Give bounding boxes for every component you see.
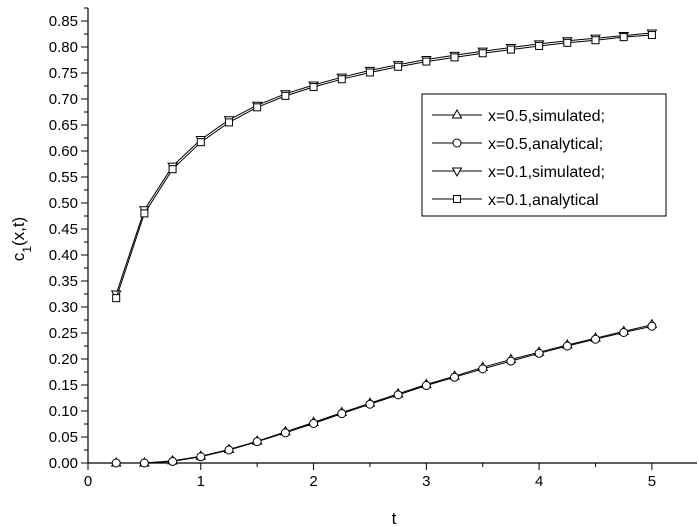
- data-point: [111, 458, 121, 468]
- data-point: [309, 83, 318, 92]
- data-point: [647, 31, 656, 40]
- y-tick-label: 0.05: [49, 429, 78, 446]
- data-point: [394, 62, 403, 71]
- legend-label: x=0.1,simulated;: [488, 164, 605, 181]
- legend: x=0.5,simulated; x=0.5,analytical; x=0.1,s…: [421, 93, 667, 217]
- legend-label: x=0.1,analytical: [488, 192, 599, 209]
- y-tick-label: 0.70: [49, 91, 78, 108]
- series-line: [116, 325, 653, 464]
- data-point: [224, 118, 233, 127]
- x-tick-label: 1: [197, 473, 205, 490]
- data-point: [112, 294, 121, 303]
- data-point: [168, 165, 177, 174]
- data-point: [450, 53, 459, 62]
- y-tick-label: 0.65: [49, 117, 78, 134]
- data-point: [196, 452, 206, 462]
- y-tick-label: 0.55: [49, 169, 78, 186]
- data-point: [478, 364, 488, 374]
- y-tick-label: 0.20: [49, 351, 78, 368]
- data-point: [562, 341, 572, 351]
- data-point: [309, 418, 319, 428]
- data-point: [563, 38, 572, 47]
- legend-marker: [451, 108, 463, 119]
- data-point: [591, 334, 600, 344]
- data-point: [619, 33, 628, 42]
- data-point: [253, 103, 262, 112]
- x-tick-label: 5: [648, 473, 656, 490]
- data-point: [196, 138, 205, 147]
- data-point: [337, 409, 347, 419]
- x-tick-label: 4: [535, 473, 543, 490]
- y-tick-label: 0.30: [49, 299, 78, 316]
- data-point: [647, 321, 657, 331]
- y-tick-label: 0.35: [49, 273, 78, 290]
- legend-box: [421, 93, 667, 217]
- y-axis-title-suffix: (x,t): [9, 217, 28, 246]
- legend-label: x=0.5,simulated;: [488, 108, 605, 125]
- y-tick-label: 0.15: [49, 377, 78, 394]
- y-tick-label: 0.75: [49, 65, 78, 82]
- legend-entry: x=0.1,simulated;: [432, 164, 605, 181]
- legend-entry: x=0.1,analytical: [432, 192, 599, 209]
- data-point: [619, 327, 629, 337]
- legend-marker: [453, 195, 461, 203]
- y-axis-title: c1(x,t): [9, 217, 34, 261]
- data-point: [139, 458, 149, 468]
- series-layer: [110, 29, 658, 468]
- data-point: [140, 209, 149, 218]
- data-point: [421, 381, 431, 391]
- series-4: [112, 31, 656, 303]
- y-tick-label: 0.60: [49, 143, 78, 160]
- data-point: [365, 399, 375, 409]
- data-point: [168, 456, 178, 466]
- legend-marker: [452, 138, 462, 148]
- axes: 0 1 2 3 4 5 0.00 0.05 0.10 0.15 0.20 0.25 0.30 0.35 0.…: [49, 7, 697, 490]
- data-point: [337, 75, 346, 84]
- legend-marker: [451, 167, 463, 178]
- data-point: [393, 390, 403, 400]
- x-tick-label: 2: [309, 473, 317, 490]
- data-point: [534, 348, 544, 358]
- data-point: [506, 45, 515, 54]
- y-axis-title-subscript: 1: [20, 246, 34, 253]
- y-tick-label: 0.85: [49, 13, 78, 30]
- data-point: [450, 372, 460, 382]
- series-1: [110, 318, 658, 467]
- x-tick-label: 0: [84, 473, 92, 490]
- y-tick-label: 0.00: [49, 455, 78, 472]
- data-point: [281, 91, 290, 100]
- legend-entry: x=0.5,simulated;: [432, 108, 605, 125]
- y-tick-label: 0.40: [49, 247, 78, 264]
- data-point: [224, 445, 234, 455]
- series-2: [111, 321, 657, 468]
- y-tick-label: 0.50: [49, 195, 78, 212]
- y-tick-label: 0.25: [49, 325, 78, 342]
- legend-label: x=0.5,analytical;: [488, 136, 603, 153]
- data-point: [506, 356, 516, 366]
- data-point: [591, 36, 600, 45]
- data-point: [535, 41, 544, 50]
- y-tick-label: 0.45: [49, 221, 78, 238]
- data-point: [365, 68, 374, 77]
- legend-entry: x=0.5,analytical;: [432, 136, 603, 153]
- data-point: [422, 57, 431, 66]
- series-line: [115, 34, 652, 299]
- y-axis-title-main: c: [9, 252, 28, 261]
- data-point: [280, 428, 290, 438]
- y-tick-label: 0.80: [49, 39, 78, 56]
- series-line: [116, 324, 653, 464]
- x-tick-label: 3: [422, 473, 430, 490]
- data-point: [478, 49, 487, 58]
- x-axis-title: t: [392, 509, 397, 527]
- data-point: [252, 437, 262, 447]
- y-tick-label: 0.10: [49, 403, 78, 420]
